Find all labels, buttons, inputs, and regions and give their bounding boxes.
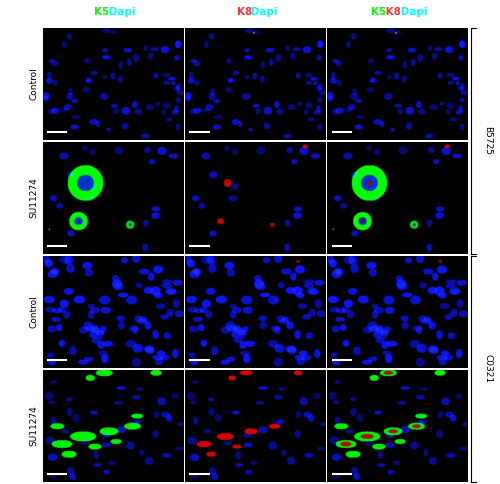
Text: Control: Control xyxy=(30,295,38,328)
Text: Dapi: Dapi xyxy=(398,7,428,17)
Text: C0321: C0321 xyxy=(483,354,492,383)
Text: Dapi: Dapi xyxy=(247,7,278,17)
Text: B5725: B5725 xyxy=(483,126,492,155)
Text: SU11274: SU11274 xyxy=(30,405,38,446)
Text: Dapi: Dapi xyxy=(105,7,136,17)
Text: K5: K5 xyxy=(94,7,110,17)
Text: Control: Control xyxy=(30,68,38,100)
Text: K8: K8 xyxy=(236,7,252,17)
Text: K8: K8 xyxy=(382,7,400,17)
Text: K5: K5 xyxy=(371,7,386,17)
Text: SU11274: SU11274 xyxy=(30,178,38,218)
